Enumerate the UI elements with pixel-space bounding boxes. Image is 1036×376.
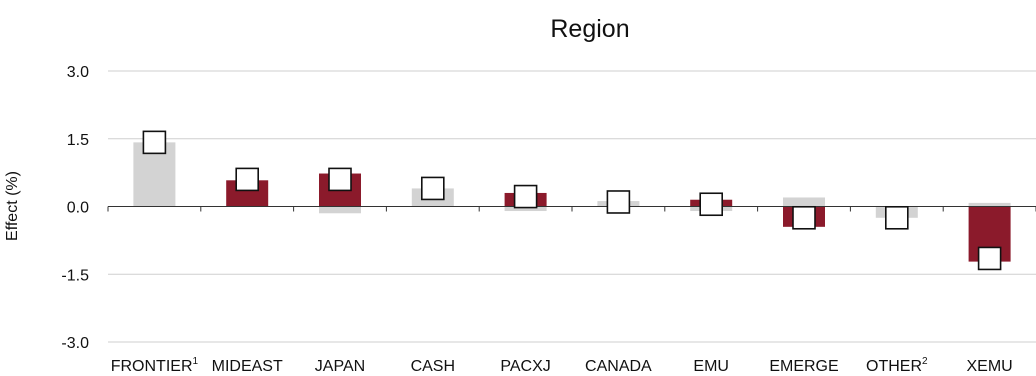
markers [142, 130, 1002, 271]
marker-square [884, 205, 909, 230]
marker-square [977, 246, 1002, 271]
footnote-marker: 2 [922, 356, 928, 367]
marker-square [142, 130, 167, 155]
marker-square [328, 167, 352, 192]
x-tick-label: JAPAN [315, 358, 365, 375]
x-tick-label: CANADA [585, 358, 652, 375]
x-tick-label: EMERGE [769, 358, 838, 375]
y-axis-label: Effect (%) [4, 171, 21, 241]
x-tick-label: XEMU [966, 358, 1012, 375]
y-tick-label: 0.0 [67, 200, 89, 217]
grid-lines [108, 70, 1036, 343]
x-tick-label: EMU [693, 358, 729, 375]
marker-square [699, 192, 724, 217]
bar [783, 197, 825, 207]
bar [319, 206, 361, 214]
bar [968, 202, 1011, 207]
zero-axis [107, 206, 1036, 212]
bars [133, 142, 1011, 262]
marker-square [420, 176, 445, 201]
marker-square [792, 205, 816, 230]
y-tick-label: -3.0 [61, 335, 89, 352]
x-tick-label: MIDEAST [212, 358, 283, 375]
marker-square [606, 190, 631, 214]
marker-square [235, 167, 259, 192]
y-tick-labels: 3.0 1.5 0.0 -1.5 -3.0 [61, 64, 89, 352]
chart-title: Region [550, 15, 629, 43]
marker-square [513, 184, 538, 209]
footnote-marker: 1 [193, 356, 199, 367]
x-tick-label: FRONTIER1 [111, 356, 199, 375]
y-tick-label: 3.0 [67, 64, 89, 81]
x-tick-label: OTHER2 [866, 356, 928, 375]
bar [504, 206, 547, 212]
x-tick-label: PACXJ [500, 358, 550, 375]
y-tick-label: 1.5 [67, 132, 89, 149]
x-tick-label: CASH [411, 358, 455, 375]
x-tick-labels: FRONTIER1 MIDEAST JAPAN CASH PACXJ CANADA EMU E… [111, 356, 1013, 375]
y-tick-label: -1.5 [61, 267, 89, 284]
